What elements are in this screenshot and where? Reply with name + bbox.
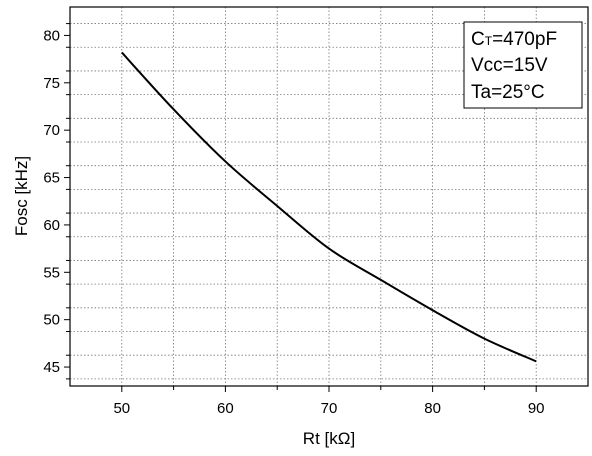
- series-line: [121, 51, 537, 363]
- y-tick-label: 65: [43, 170, 60, 187]
- x-axis-label: Rt [kΩ]: [303, 429, 355, 448]
- y-tick-label: 70: [43, 122, 60, 139]
- y-tick-label: 45: [43, 359, 60, 376]
- y-tick-labels: 45 50 55 60 65 70 75 80: [43, 27, 60, 376]
- annotation-line-1: CT=470pF: [471, 29, 557, 50]
- y-tick-label: 55: [43, 264, 60, 281]
- axis-ticks: [64, 23, 537, 392]
- annotation-line-1-sub: T: [485, 34, 493, 48]
- y-axis-label: Fosc [kHz]: [12, 156, 31, 236]
- x-tick-label: 90: [528, 400, 545, 417]
- annotation-line-3: Ta=25°C: [471, 82, 545, 103]
- x-tick-label: 50: [113, 400, 130, 417]
- y-tick-label: 60: [43, 217, 60, 234]
- annotation-line-2: Vcc=15V: [471, 55, 548, 76]
- annotation-box: [463, 21, 583, 109]
- y-tick-label: 80: [43, 27, 60, 44]
- y-tick-label: 75: [43, 75, 60, 92]
- y-tick-label: 50: [43, 312, 60, 329]
- x-tick-label: 80: [424, 400, 441, 417]
- x-tick-label: 60: [217, 400, 234, 417]
- series-layer: [121, 51, 537, 363]
- annotation-line-1-main: C: [471, 29, 485, 50]
- annotation-line-1-rest: =470pF: [492, 29, 557, 50]
- x-tick-label: 70: [321, 400, 338, 417]
- conditions-annotation: CT=470pF Vcc=15V Ta=25°C: [463, 21, 583, 109]
- x-tick-labels: 50 60 70 80 90: [113, 400, 544, 417]
